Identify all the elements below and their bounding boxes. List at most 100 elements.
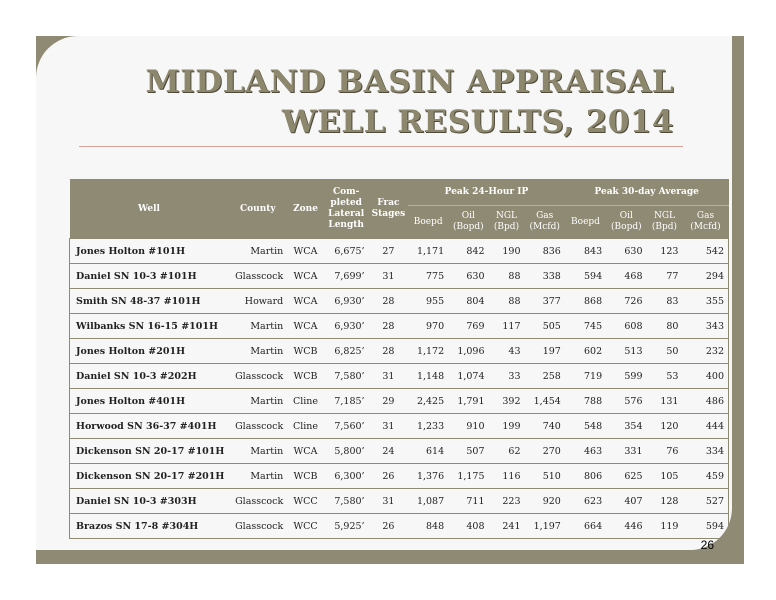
table-cell: 116 [488, 463, 525, 489]
table-cell: 258 [524, 363, 565, 389]
table-cell: 486 [682, 388, 730, 414]
table-cell: Martin [228, 438, 288, 464]
table-cell: 920 [524, 488, 565, 514]
table-cell: 775 [408, 263, 449, 289]
table-cell: Martin [228, 238, 288, 264]
table-cell: 131 [646, 388, 683, 414]
table-row: Wilbanks SN 16-15 #101H Martin WCA 6,930’ 28… [69, 313, 730, 339]
table-cell: 664 [564, 513, 607, 539]
table-cell: 630 [606, 238, 647, 264]
table-cell: 769 [448, 313, 489, 339]
table-cell: 719 [564, 363, 607, 389]
page-number: 26 [700, 538, 714, 552]
table-cell: 599 [606, 363, 647, 389]
table-cell: 527 [682, 488, 730, 514]
header-24h-ngl-line-1: NGL [495, 211, 518, 221]
table-cell: 88 [488, 288, 525, 314]
table-cell: 842 [448, 238, 489, 264]
table-cell: 507 [448, 438, 489, 464]
table-cell: 26 [368, 463, 409, 489]
table-cell: 77 [646, 263, 683, 289]
header-frac-line-1: Frac [377, 197, 400, 208]
header-lateral-line-2: pleted [330, 197, 362, 208]
table-cell: 88 [488, 263, 525, 289]
table-cell: 910 [448, 413, 489, 439]
table-cell: 625 [606, 463, 647, 489]
table-cell: 407 [606, 488, 647, 514]
title-line-1: MIDLAND BASIN APPRAISAL [145, 64, 674, 100]
table-row: Jones Holton #101H Martin WCA 6,675’ 27 1,171… [69, 238, 730, 264]
table-cell: 331 [606, 438, 647, 464]
table-cell: 468 [606, 263, 647, 289]
table-cell: 80 [646, 313, 683, 339]
table-cell: 711 [448, 488, 489, 514]
table-cell: Martin [228, 313, 288, 339]
well-name-cell: Daniel SN 10-3 #202H [69, 363, 229, 389]
table-cell: 614 [408, 438, 449, 464]
table-cell: 745 [564, 313, 607, 339]
table-cell: 6,300’ [323, 463, 369, 489]
table-cell: WCB [287, 463, 324, 489]
table-cell: 119 [646, 513, 683, 539]
header-24h-gas-line-2: (Mcfd) [529, 222, 560, 232]
table-cell: Glasscock [228, 488, 288, 514]
table-cell: 338 [524, 263, 565, 289]
table-cell: WCC [287, 488, 324, 514]
table-cell: 28 [368, 288, 409, 314]
table-cell: 868 [564, 288, 607, 314]
table-cell: WCA [287, 313, 324, 339]
table-cell: 120 [646, 413, 683, 439]
table-row: Horwood SN 36-37 #401H Glasscock Cline 7,56… [69, 413, 730, 439]
header-well: Well [69, 179, 229, 239]
table-cell: 513 [606, 338, 647, 364]
table-cell: 408 [448, 513, 489, 539]
header-30d-oil-line-2: (Bopd) [611, 222, 642, 232]
table-cell: 1,233 [408, 413, 449, 439]
header-frac-stages: Frac Stages [368, 179, 409, 239]
header-24h-boepd: Boepd [408, 205, 449, 239]
table-cell: 726 [606, 288, 647, 314]
header-30d-oil-line-1: Oil [619, 211, 633, 221]
header-24h-gas: Gas (Mcfd) [524, 205, 565, 239]
table-cell: 53 [646, 363, 683, 389]
table-cell: 1,197 [524, 513, 565, 539]
header-30d-boepd: Boepd [564, 205, 607, 239]
table-cell: Martin [228, 463, 288, 489]
table-cell: 6,825’ [323, 338, 369, 364]
table-cell: 5,925’ [323, 513, 369, 539]
table-cell: 354 [606, 413, 647, 439]
table-cell: 123 [646, 238, 683, 264]
table-cell: 43 [488, 338, 525, 364]
table-cell: 6,930’ [323, 313, 369, 339]
table-row: Dickenson SN 20-17 #101H Martin WCA 5,800’ 2… [69, 438, 730, 464]
table-cell: 7,580’ [323, 488, 369, 514]
well-name-cell: Smith SN 48-37 #101H [69, 288, 229, 314]
table-cell: Martin [228, 338, 288, 364]
table-cell: Martin [228, 388, 288, 414]
well-name-cell: Jones Holton #101H [69, 238, 229, 264]
table-cell: Glasscock [228, 263, 288, 289]
header-24h-ngl-line-2: (Bpd) [493, 222, 520, 232]
table-cell: 1,791 [448, 388, 489, 414]
table-cell: 199 [488, 413, 525, 439]
table-cell: 31 [368, 488, 409, 514]
table-cell: 105 [646, 463, 683, 489]
table-row: Smith SN 48-37 #101H Howard WCA 6,930’ 28 955… [69, 288, 730, 314]
table-cell: 76 [646, 438, 683, 464]
table-cell: 1,175 [448, 463, 489, 489]
header-30d-ngl-line-2: (Bpd) [651, 222, 678, 232]
header-24h-ngl: NGL (Bpd) [488, 205, 525, 239]
table-cell: 594 [682, 513, 730, 539]
table-cell: WCA [287, 263, 324, 289]
table-cell: 26 [368, 513, 409, 539]
well-name-cell: Daniel SN 10-3 #303H [69, 488, 229, 514]
table-cell: 29 [368, 388, 409, 414]
table-cell: 6,675’ [323, 238, 369, 264]
table-cell: 6,930’ [323, 288, 369, 314]
header-zone: Zone [287, 179, 324, 239]
table-cell: 1,454 [524, 388, 565, 414]
header-lateral-line-4: Length [328, 219, 364, 230]
table-body: Jones Holton #101H Martin WCA 6,675’ 27 1,171… [69, 238, 730, 539]
slide-frame: MIDLAND BASIN APPRAISAL WELL RESULTS, 20… [36, 36, 744, 564]
table-cell: 377 [524, 288, 565, 314]
